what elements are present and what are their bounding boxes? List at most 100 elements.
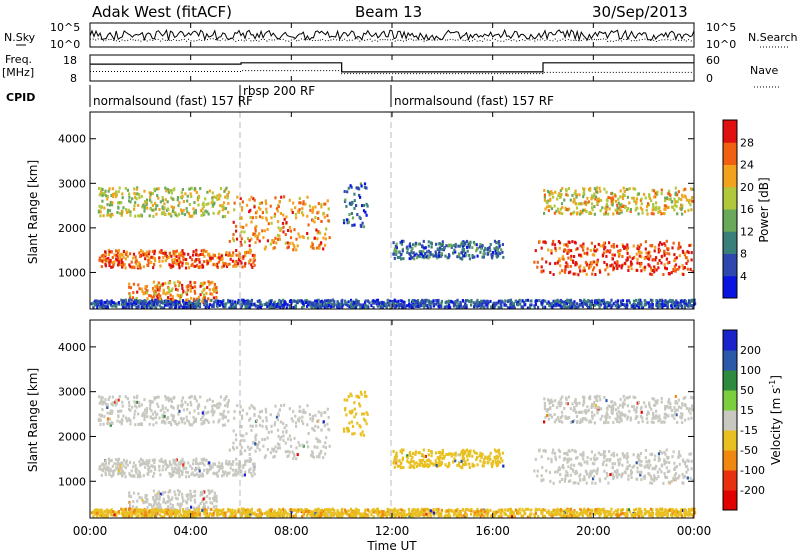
power-echo-cell [579, 269, 582, 273]
power-echo-cell [537, 305, 540, 309]
power-echo-cell [143, 209, 146, 213]
velocity-echo-cell [601, 463, 605, 467]
velocity-echo-cell [298, 416, 301, 420]
power-echo-cell [131, 197, 134, 201]
power-echo-cell [248, 306, 251, 310]
power-echo-cell [415, 252, 418, 256]
power-echo-cell [521, 305, 524, 309]
velocity-echo-cell [276, 418, 279, 422]
power-echo-cell [140, 194, 143, 198]
velocity-echo-cell [148, 503, 151, 506]
velocity-echo-cell [193, 473, 196, 477]
power-echo-cell [175, 287, 178, 291]
power-echo-cell [617, 305, 620, 309]
power-echo-cell [612, 212, 615, 216]
velocity-echo-cell [313, 429, 316, 432]
power-echo-cell [569, 212, 573, 216]
power-echo-cell [690, 298, 693, 302]
power-echo-cell [579, 244, 582, 248]
power-echo-cell [316, 237, 319, 241]
power-echo-cell [682, 273, 685, 276]
power-echo-cell [102, 214, 105, 218]
velocity-echo-cell [186, 493, 190, 497]
velocity-echo-cell [605, 459, 608, 462]
power-echo-cell [294, 304, 297, 308]
power-echo-cell [130, 302, 133, 306]
power-echo-cell [256, 299, 259, 303]
colorbar-swatch [723, 275, 737, 299]
power-echo-cell [253, 205, 256, 209]
power-echo-cell [565, 189, 568, 193]
power-echo-cell [145, 285, 148, 288]
power-echo-cell [107, 256, 110, 260]
power-echo-cell [295, 216, 298, 220]
power-echo-cell [656, 305, 659, 309]
velocity-echo-cell [457, 463, 460, 467]
power-echo-cell [650, 268, 653, 272]
power-echo-cell [211, 205, 214, 208]
power-echo-cell [100, 205, 103, 209]
velocity-echo-cell [411, 455, 414, 459]
power-echo-cell [412, 243, 415, 247]
noise-tick-bottom-left: 10^0 [50, 38, 80, 51]
velocity-echo-cell [104, 461, 107, 465]
power-echo-cell [199, 282, 203, 285]
velocity-echo-cell [325, 436, 328, 440]
velocity-echo-cell [232, 445, 235, 449]
velocity-echo-cell [100, 413, 103, 417]
power-echo-cell [573, 210, 576, 214]
power-echo-cell [163, 299, 166, 303]
power-echo-cell [318, 244, 321, 248]
velocity-echo-cell [602, 450, 605, 454]
freq-label: Freq. [5, 53, 32, 66]
velocity-echo-cell [277, 435, 280, 438]
power-echo-cell [220, 254, 223, 258]
power-echo-cell [689, 203, 692, 207]
power-echo-cell [316, 301, 319, 305]
power-echo-cell [676, 301, 679, 305]
power-echo-cell [376, 301, 379, 305]
power-echo-cell [625, 248, 629, 252]
nave-tick-bottom: 0 [706, 72, 713, 85]
power-echo-cell [687, 200, 691, 204]
power-echo-cell [197, 266, 200, 270]
velocity-echo-cell [552, 481, 555, 485]
velocity-echo-cell [117, 472, 120, 476]
power-echo-cell [185, 291, 188, 295]
velocity-echo-cell [400, 466, 403, 469]
power-echo-cell [559, 207, 562, 211]
power-echo-cell [452, 304, 456, 308]
velocity-echo-cell [201, 415, 204, 419]
power-echo-cell [117, 201, 120, 205]
power-echo-cell [607, 304, 610, 308]
power-echo-cell [591, 268, 595, 272]
power-echo-cell [150, 200, 153, 204]
power-echo-cell [152, 288, 155, 292]
power-echo-cell [485, 303, 488, 307]
power-echo-cell [429, 300, 432, 304]
power-echo-cell [671, 246, 674, 250]
power-echo-cell [637, 301, 640, 305]
velocity-echo-cell [406, 456, 409, 460]
colorbar-tick-label: 24 [740, 159, 754, 172]
velocity-echo-cell [104, 468, 108, 472]
velocity-echo-cell [192, 458, 195, 462]
power-echo-cell [561, 255, 565, 259]
velocity-echo-cell [258, 440, 261, 444]
velocity-echo-cell [346, 398, 349, 402]
velocity-echo-cell [242, 463, 245, 467]
velocity-echo-cell [620, 475, 623, 479]
velocity-echo-cell [124, 395, 127, 399]
power-echo-cell [319, 305, 323, 309]
velocity-echo-cell [411, 464, 414, 468]
colorbar-swatch [723, 164, 737, 188]
velocity-echo-cell [441, 448, 444, 452]
power-echo-cell [393, 247, 396, 251]
power-echo-cell [454, 250, 457, 254]
velocity-echo-cell [110, 474, 113, 478]
velocity-echo-cell [462, 456, 465, 460]
power-echo-cell [235, 303, 238, 307]
velocity-echo-cell [153, 471, 156, 475]
power-echo-cell [678, 265, 681, 269]
power-echo-cell [123, 263, 126, 266]
